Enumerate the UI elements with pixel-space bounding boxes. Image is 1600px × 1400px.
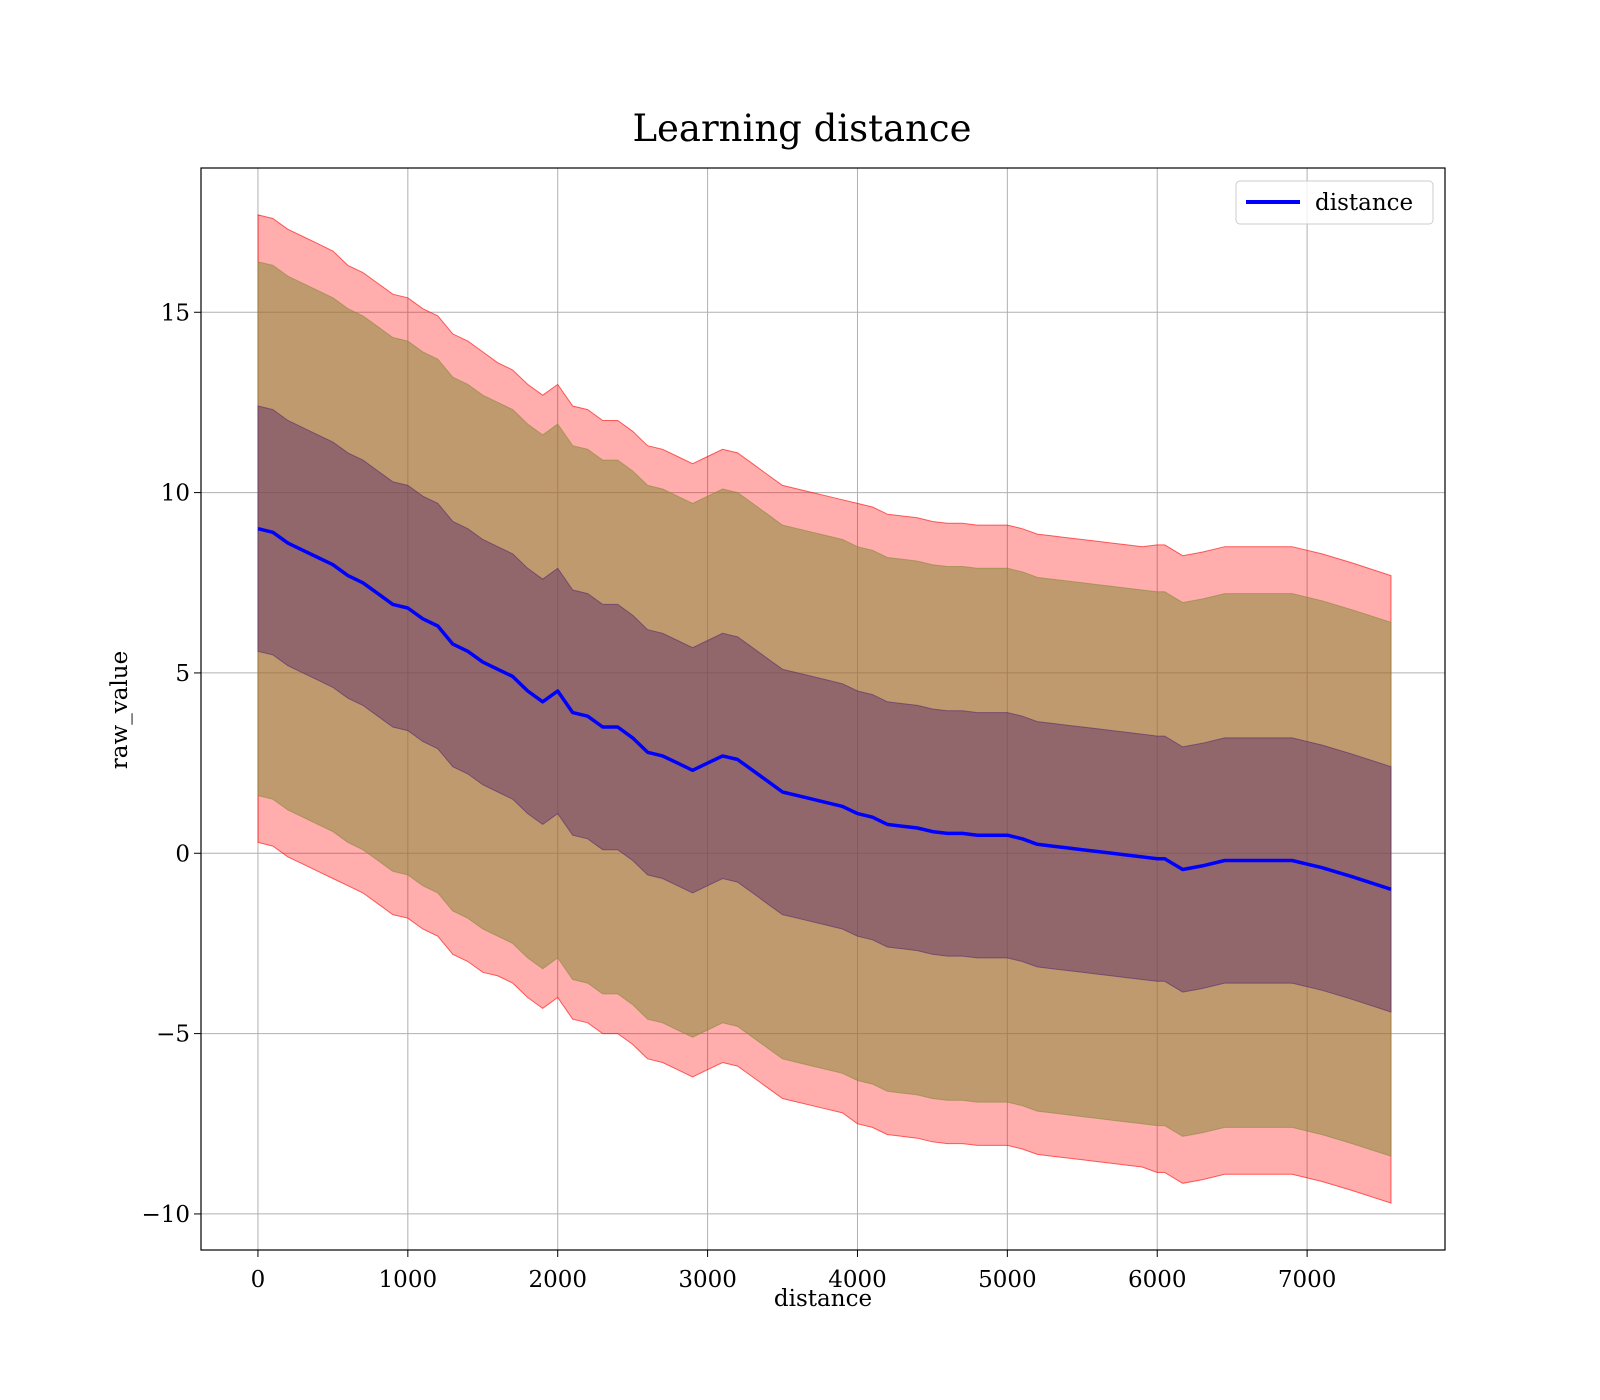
x-tick-label: 3000: [678, 1267, 737, 1293]
y-tick-label: 0: [175, 841, 190, 867]
y-tick-label: −10: [141, 1202, 190, 1228]
x-axis-label: distance: [774, 1286, 872, 1312]
x-tick-label: 0: [251, 1267, 266, 1293]
y-tick-label: 10: [161, 481, 190, 507]
legend-label-distance: distance: [1315, 190, 1413, 216]
legend: distance: [1235, 180, 1434, 225]
x-tick-label: 4000: [828, 1267, 887, 1293]
confidence-bands: [257, 214, 1392, 1204]
x-tick-label: 6000: [1128, 1267, 1187, 1293]
x-tick-label: 1000: [379, 1267, 438, 1293]
series-lines: [257, 526, 1392, 891]
chart-title: Learning distance: [632, 107, 971, 150]
y-tick-label: 15: [161, 300, 190, 326]
series-line-distance: [257, 526, 1392, 891]
axis-ticks: 0 1000 2000 3000 4000 5000 6000 7000 −10 −5 0 5 10 15: [141, 300, 1336, 1293]
x-tick-label: 7000: [1278, 1267, 1337, 1293]
x-tick-label: 2000: [528, 1267, 587, 1293]
x-tick-label: 5000: [978, 1267, 1037, 1293]
band-sigma-2: [257, 261, 1392, 1157]
band-sigma-1: [257, 405, 1392, 1013]
y-tick-label: −5: [156, 1022, 190, 1048]
y-tick-label: 5: [175, 661, 190, 687]
plot-frame: [200, 167, 1446, 1251]
y-axis-label: raw_value: [107, 651, 133, 769]
legend-box: [1235, 180, 1434, 225]
